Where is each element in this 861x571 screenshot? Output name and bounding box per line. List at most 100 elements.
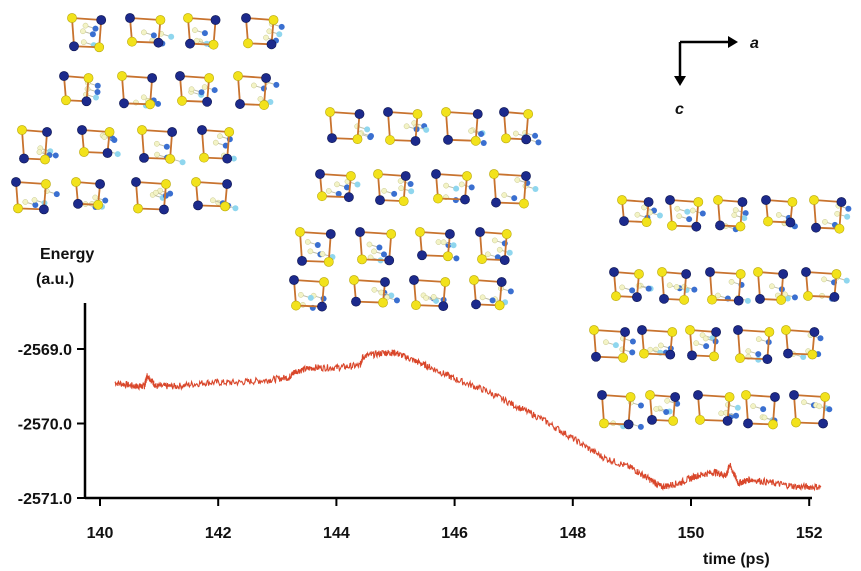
atom-navy <box>19 153 29 164</box>
atom-yellow <box>17 125 27 135</box>
atom-blue <box>637 402 644 409</box>
atom-pale <box>403 123 410 130</box>
crystal-structure-snapshots <box>11 13 852 430</box>
atom-navy <box>96 15 107 25</box>
crystal-snapshot <box>11 125 239 215</box>
atom-yellow <box>489 169 499 179</box>
atom-pale <box>479 294 486 301</box>
atom-yellow <box>137 125 147 135</box>
atom-navy <box>42 127 52 137</box>
atom-blue <box>691 286 698 293</box>
crystal-snapshot <box>609 195 852 306</box>
atom-navy <box>691 221 702 232</box>
atom-navy <box>811 222 821 233</box>
atom-blue <box>480 139 487 146</box>
atom-blue <box>111 137 118 144</box>
atom-navy <box>785 217 796 228</box>
atom-blue <box>734 404 741 411</box>
atom-blue <box>686 216 693 223</box>
atom-pale <box>775 212 782 218</box>
atom-blue <box>843 277 850 284</box>
atom-yellow <box>611 291 621 302</box>
atom-yellow <box>224 127 235 137</box>
atom-navy <box>81 96 92 107</box>
atom-pale <box>325 188 332 194</box>
x-tick-label: 144 <box>323 525 350 542</box>
atom-navy <box>597 390 607 400</box>
ring-bond <box>319 173 351 177</box>
x-tick-label: 150 <box>678 525 705 542</box>
atom-yellow <box>820 392 830 402</box>
atom-yellow <box>415 227 425 237</box>
atom-navy <box>241 13 251 23</box>
atom-yellow <box>462 171 472 181</box>
atom-blue <box>102 197 109 204</box>
atom-yellow <box>268 15 279 25</box>
atom-pale <box>801 399 807 406</box>
atom-navy <box>733 295 744 306</box>
atom-pale <box>496 246 503 253</box>
atom-navy <box>647 414 657 425</box>
atom-pale <box>443 182 449 189</box>
atom-navy <box>431 169 441 179</box>
atom-yellow <box>668 415 679 426</box>
atom-navy <box>410 136 421 146</box>
atom-yellow <box>791 417 801 428</box>
atom-navy <box>235 99 245 109</box>
atom-navy <box>125 13 135 23</box>
atom-pale <box>397 178 404 184</box>
axis-ticks: 140 142 144 146 148 150 152 -2569.0 -2570.0 -2571… <box>18 342 823 542</box>
atom-navy <box>643 197 654 207</box>
atom-pale <box>251 82 257 89</box>
y-tick-label: -2569.0 <box>18 342 72 359</box>
atom-pale <box>693 340 700 346</box>
atom-yellow <box>589 325 599 335</box>
ring-bond <box>359 231 392 235</box>
atom-pale <box>666 282 673 289</box>
atom-navy <box>73 198 83 209</box>
ring-bond <box>135 181 167 185</box>
atom-blue <box>612 342 619 349</box>
atom-yellow <box>93 199 103 210</box>
atom-pale <box>745 348 752 354</box>
atom-blue <box>380 251 387 258</box>
atom-pale <box>641 204 647 211</box>
atom-yellow <box>79 147 89 157</box>
atom-yellow <box>378 297 388 308</box>
ring-bond <box>793 394 826 398</box>
atom-pale <box>141 29 147 36</box>
atom-yellow <box>695 414 705 425</box>
atom-blue <box>52 152 59 159</box>
atom-blue <box>733 412 740 419</box>
atom-pale <box>371 248 377 255</box>
atom-yellow <box>233 71 243 81</box>
atom-pale <box>152 189 159 196</box>
atom-blue <box>532 185 539 192</box>
atom-navy <box>637 325 647 335</box>
atom-pale <box>468 128 474 134</box>
atom-pale <box>647 346 654 353</box>
atom-pale <box>381 187 388 194</box>
atom-yellow <box>781 325 791 335</box>
atom-yellow <box>803 291 813 301</box>
atom-yellow <box>317 191 327 202</box>
atom-blue <box>232 205 239 212</box>
atom-blue <box>32 201 39 208</box>
atom-navy <box>384 255 395 266</box>
atom-navy <box>175 71 185 81</box>
atom-navy <box>743 418 753 429</box>
atom-pale <box>22 199 29 205</box>
atom-pale <box>674 205 681 212</box>
atom-pale <box>153 140 160 147</box>
atom-pale <box>676 213 683 219</box>
atom-yellow <box>639 348 649 359</box>
atom-yellow <box>599 418 609 429</box>
atom-navy <box>185 38 195 49</box>
ring-bond <box>419 231 450 235</box>
ring-bond <box>805 271 837 275</box>
atom-yellow <box>386 229 397 239</box>
atom-blue <box>168 33 175 40</box>
atom-pale <box>36 149 43 156</box>
series-layer <box>114 349 822 492</box>
